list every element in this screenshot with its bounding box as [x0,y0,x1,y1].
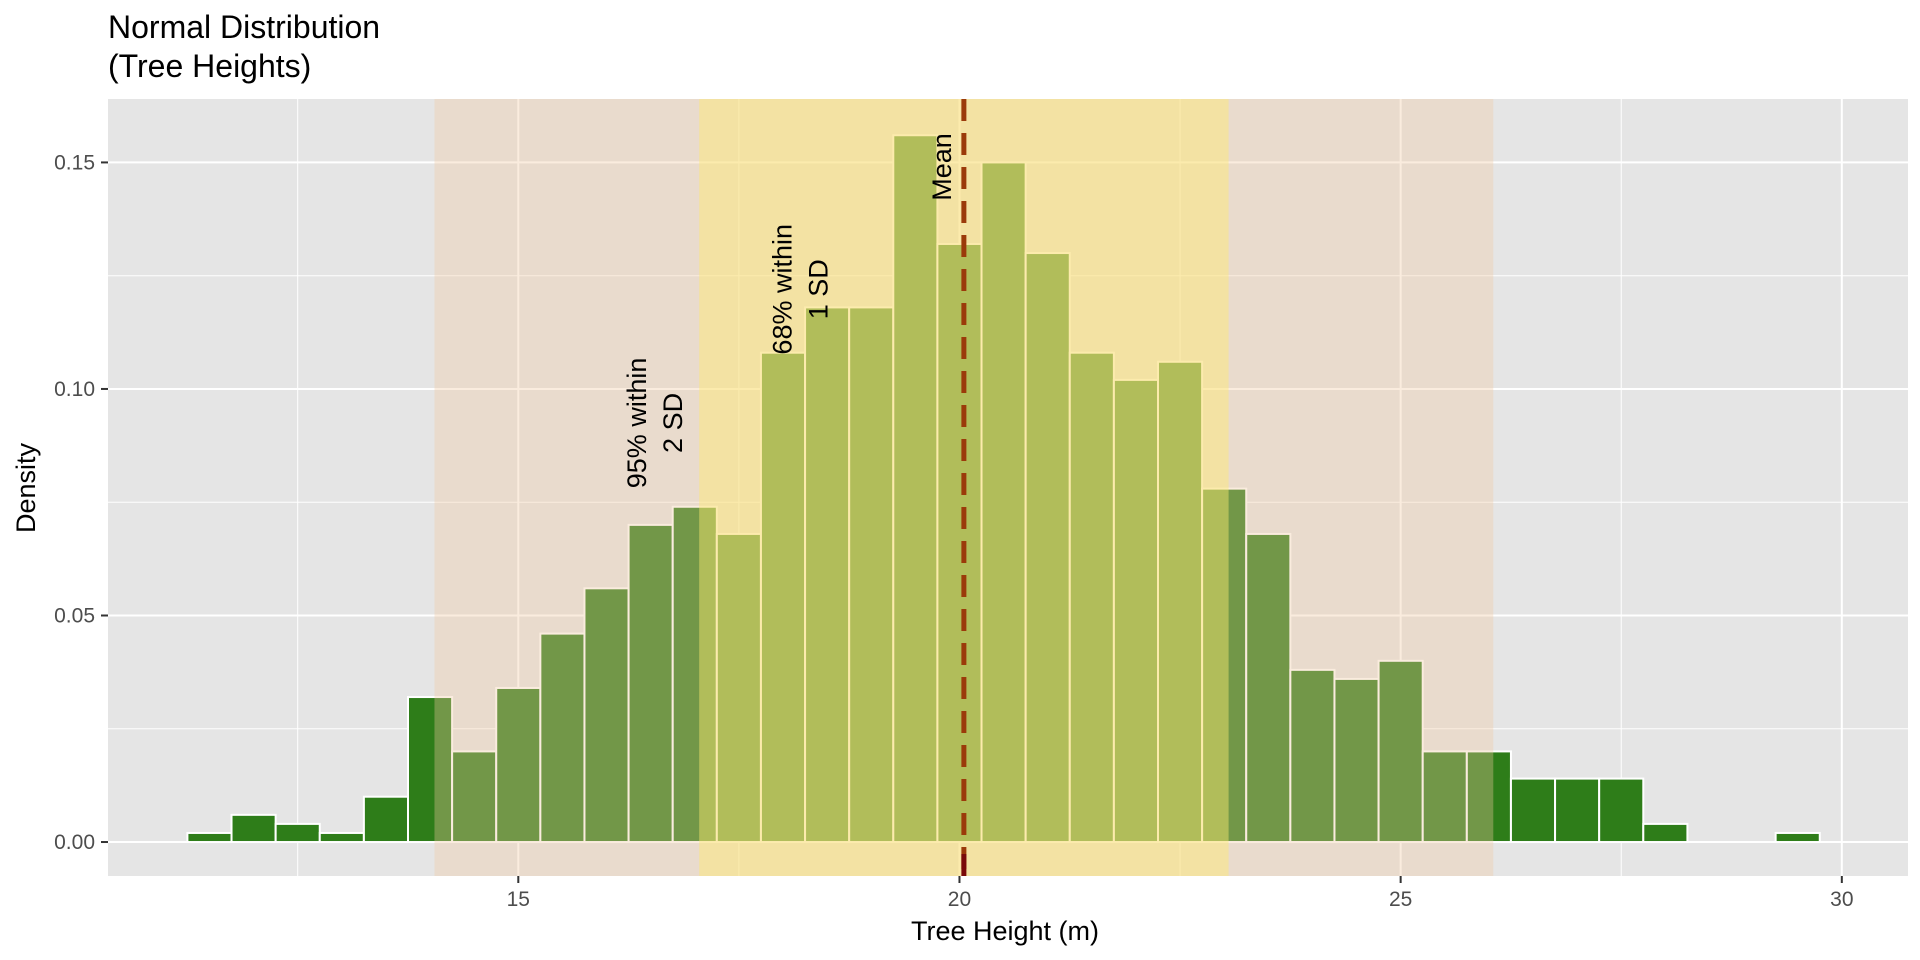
x-tick-label: 25 [1389,888,1412,911]
annotation-text: 95% within [622,358,652,489]
annotation-text: 2 SD [658,393,688,453]
y-axis-title: Density [11,442,41,533]
chart-title-line-1: Normal Distribution [108,9,380,45]
annotations: 95% within 2 SD 68% within 1 SD Mean [622,133,957,488]
chart-title-line-2: (Tree Heights) [108,48,311,84]
x-axis-title: Tree Height (m) [911,916,1099,946]
annotation-2: Mean [927,133,957,201]
x-tick-label: 30 [1830,888,1853,911]
histogram-bar [715,532,762,844]
histogram-bar [1201,487,1248,844]
histogram-bar [1157,360,1204,844]
histogram-bar [1642,822,1689,844]
histogram-bar [1554,777,1601,844]
histogram-bar [583,587,630,844]
histogram-bar [1598,777,1645,844]
histogram-bar [936,242,983,844]
histogram-bar [1774,831,1821,844]
histogram-bar [318,831,365,844]
histogram-bar [804,306,851,844]
y-tick-label: 0.00 [54,831,95,854]
histogram-bar [1068,351,1115,844]
histogram-bar [274,822,321,844]
histogram-bar [1509,777,1557,844]
annotation-text: 1 SD [804,259,834,319]
y-tick-label: 0.15 [54,151,95,174]
histogram-bar [1245,532,1292,844]
histogram-bar [362,795,409,844]
annotation-text: 68% within [768,224,798,355]
y-tick-label: 0.10 [54,378,95,401]
histogram-bar [230,813,277,844]
y-axis: 0.00 0.05 0.10 0.15 [54,151,108,854]
histogram-bar [1112,378,1159,844]
annotation-text: Mean [927,133,957,201]
histogram-bar [1333,677,1380,844]
histogram-bars [186,134,1821,844]
annotation-1: 68% within 1 SD [768,224,834,355]
annotation-0: 95% within 2 SD [622,358,688,489]
x-tick-label: 15 [507,888,530,911]
histogram-bar [1024,252,1071,844]
histogram-bar [1377,659,1424,844]
histogram-bar [186,831,233,844]
x-tick-label: 20 [948,888,971,911]
histogram-bar [671,505,718,844]
histogram-bar [848,306,895,844]
x-axis: 15 20 25 30 [507,876,1854,911]
histogram-bar [1421,750,1468,844]
histogram-bar [980,161,1027,844]
y-tick-label: 0.05 [54,604,95,627]
histogram-bar [495,686,542,844]
